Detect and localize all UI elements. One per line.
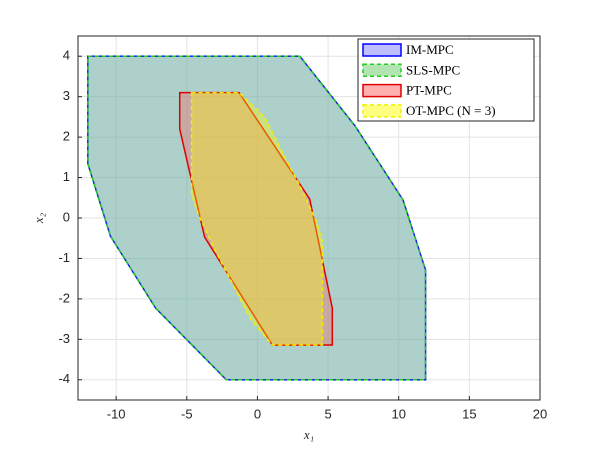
x-tick-label: -10 (107, 406, 126, 421)
x-tick-label: 0 (254, 406, 261, 421)
y-tick-label: 0 (63, 209, 70, 224)
x-axis-label: x₁ (303, 427, 314, 442)
region (87, 55, 427, 381)
legend-swatch (362, 43, 402, 57)
axes-box (77, 35, 541, 401)
region (178, 91, 334, 346)
legend-label: SLS-MPC (406, 62, 460, 77)
y-tick-label: 1 (63, 169, 70, 184)
y-tick-label: 3 (63, 88, 70, 103)
region (190, 91, 324, 346)
x-tick-label: -5 (181, 406, 193, 421)
y-tick-label: -1 (58, 250, 70, 265)
x-tick-label: 10 (391, 406, 405, 421)
legend-label: PT-MPC (406, 83, 452, 98)
y-tick-label: 2 (63, 129, 70, 144)
y-tick-label: 4 (63, 48, 70, 63)
y-axis-label: x₂ (31, 212, 46, 224)
legend-swatch (362, 83, 402, 98)
legend-swatch (362, 63, 402, 78)
x-tick-label: 20 (533, 406, 547, 421)
y-tick-label: -3 (58, 331, 70, 346)
legend-swatch (362, 104, 402, 118)
legend-label: OT-MPC (N = 3) (406, 103, 496, 118)
x-tick-label: 5 (324, 406, 331, 421)
x-tick-label: 15 (462, 406, 476, 421)
y-tick-label: -4 (58, 371, 70, 386)
grid-layer (78, 36, 541, 400)
plot-layer (87, 55, 427, 381)
legend-label: IM-MPC (406, 42, 454, 57)
y-tick-label: -2 (58, 290, 70, 305)
